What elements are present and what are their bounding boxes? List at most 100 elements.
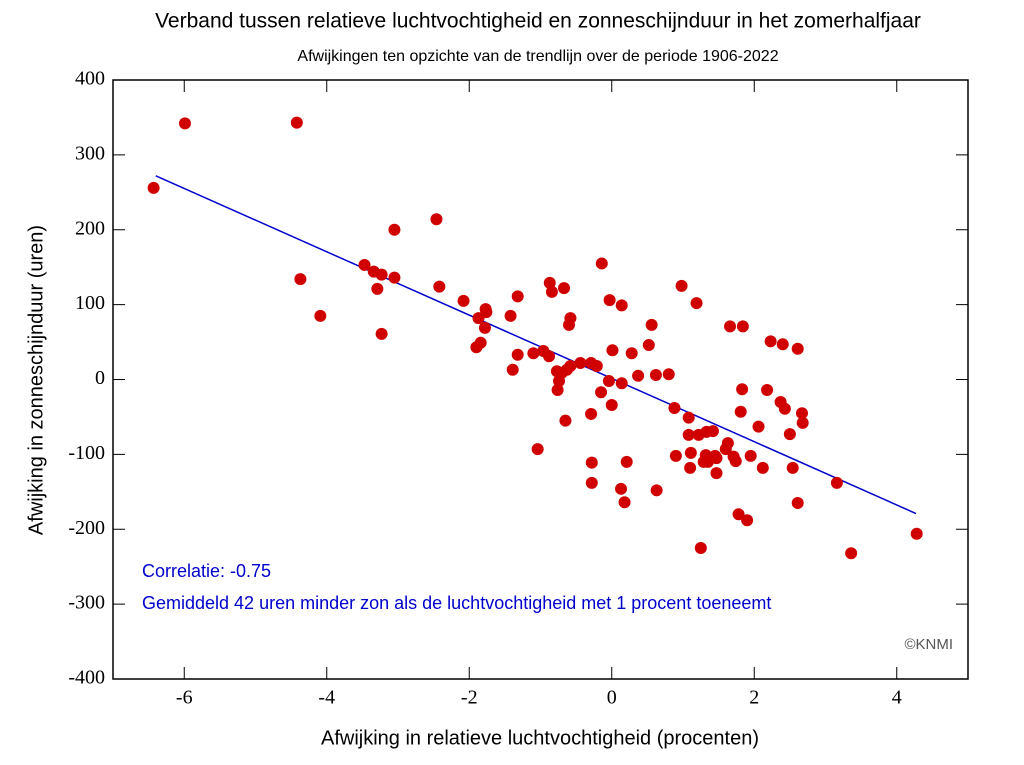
data-point	[178, 117, 191, 130]
data-point	[457, 294, 470, 307]
data-point	[294, 273, 307, 286]
data-point	[615, 299, 628, 312]
annotation: Correlatie: -0.75	[142, 561, 271, 581]
data-point	[642, 339, 655, 352]
data-point	[669, 449, 682, 462]
data-point	[543, 276, 556, 289]
x-tick-label: -4	[318, 687, 335, 709]
x-tick-label: -6	[176, 687, 193, 709]
data-point	[615, 482, 628, 495]
data-point	[430, 213, 443, 226]
x-tick-label: 0	[607, 687, 617, 709]
trend-line	[155, 175, 917, 515]
data-point	[474, 336, 487, 349]
data-point	[710, 452, 723, 465]
data-point	[527, 347, 540, 360]
data-point	[564, 360, 577, 373]
data-point	[690, 297, 703, 310]
data-point	[559, 414, 572, 427]
credit: ©KNMI	[904, 636, 953, 653]
chart-subtitle: Afwijkingen ten opzichte van de trendlij…	[297, 48, 778, 65]
x-axis-label: Afwijking in relatieve luchtvochtigheid …	[321, 727, 759, 749]
y-tick-label: -100	[68, 442, 105, 464]
data-point	[506, 363, 519, 376]
data-point	[734, 405, 747, 418]
data-point	[910, 527, 923, 540]
data-point	[756, 461, 769, 474]
data-point	[620, 455, 633, 468]
x-tick-label: 4	[892, 687, 902, 709]
data-point	[764, 335, 777, 348]
data-point	[480, 306, 493, 319]
data-point	[543, 350, 556, 363]
data-point	[791, 497, 804, 510]
y-tick-label: 400	[75, 68, 105, 90]
data-point	[776, 338, 789, 351]
data-point	[564, 312, 577, 325]
data-point	[504, 309, 517, 322]
data-point	[729, 455, 742, 468]
data-point	[615, 377, 628, 390]
data-point	[314, 309, 327, 322]
data-point	[650, 484, 663, 497]
data-point	[585, 476, 598, 489]
data-point	[478, 321, 491, 334]
data-point	[603, 294, 616, 307]
data-point	[618, 496, 631, 509]
data-point	[684, 446, 697, 459]
data-point	[147, 181, 160, 194]
data-point	[595, 386, 608, 399]
data-point	[375, 327, 388, 340]
data-point	[786, 461, 799, 474]
data-point	[558, 282, 571, 295]
y-axis-label: Afwijking in zonneschijnduur (uren)	[25, 225, 47, 535]
data-point	[645, 318, 658, 331]
data-point	[358, 258, 371, 271]
y-tick-label: 100	[75, 292, 105, 314]
x-tick-label: 2	[749, 687, 759, 709]
data-point	[752, 420, 765, 433]
chart-title: Verband tussen relatieve luchtvochtighei…	[155, 10, 921, 33]
data-point	[595, 257, 608, 270]
data-point	[721, 437, 734, 450]
data-point	[662, 368, 675, 381]
data-point	[511, 290, 524, 303]
data-point	[778, 402, 791, 415]
data-point	[585, 407, 598, 420]
data-point	[388, 223, 401, 236]
data-point	[682, 428, 695, 441]
data-point	[710, 467, 723, 480]
data-point	[551, 383, 564, 396]
data-point	[724, 320, 737, 333]
data-point	[375, 268, 388, 281]
data-point	[433, 280, 446, 293]
data-point	[602, 374, 615, 387]
data-point	[736, 383, 749, 396]
y-tick-label: -200	[68, 517, 105, 539]
data-point	[649, 369, 662, 382]
data-point	[605, 398, 618, 411]
data-point	[783, 428, 796, 441]
data-point	[675, 279, 688, 292]
y-tick-label: 0	[95, 367, 105, 389]
data-point	[684, 461, 697, 474]
data-point	[545, 285, 558, 298]
data-point	[795, 407, 808, 420]
data-point	[531, 443, 544, 456]
data-point	[668, 401, 681, 414]
data-point	[388, 271, 401, 284]
data-point	[741, 514, 754, 527]
data-point	[682, 411, 695, 424]
data-point	[706, 425, 719, 438]
y-tick-label: -300	[68, 592, 105, 614]
data-point	[830, 476, 843, 489]
data-point	[796, 416, 809, 429]
data-point	[625, 347, 638, 360]
data-point	[574, 357, 587, 370]
annotation: Gemiddeld 42 uren minder zon als de luch…	[142, 593, 771, 613]
data-point	[761, 383, 774, 396]
data-point	[632, 369, 645, 382]
data-point	[590, 360, 603, 373]
data-point	[606, 344, 619, 357]
data-point	[845, 547, 858, 560]
